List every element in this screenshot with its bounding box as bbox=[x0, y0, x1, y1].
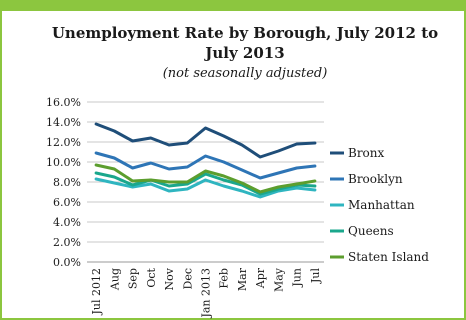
y-tick-label: 8.0% bbox=[53, 176, 81, 189]
chart-title-line2: July 2013 bbox=[205, 44, 285, 62]
x-tick-label: Oct bbox=[145, 267, 158, 287]
y-tick-label: 12.0% bbox=[46, 136, 81, 149]
series-line bbox=[94, 163, 317, 194]
top-accent-bar bbox=[0, 0, 466, 11]
y-tick-label: 10.0% bbox=[46, 156, 81, 169]
x-tick-label: Aug bbox=[108, 268, 121, 291]
chart-subtitle: (not seasonally adjusted) bbox=[162, 66, 328, 81]
x-tick-label: May bbox=[272, 267, 285, 292]
y-tick-label: 16.0% bbox=[46, 96, 81, 109]
y-tick-label: 4.0% bbox=[53, 216, 81, 229]
series-line bbox=[94, 171, 317, 196]
legend-label: Bronx bbox=[348, 146, 385, 160]
series-line bbox=[94, 177, 317, 199]
legend-label: Brooklyn bbox=[348, 172, 403, 186]
y-tick-label: 6.0% bbox=[53, 196, 81, 209]
x-tick-label: Nov bbox=[163, 267, 176, 290]
x-tick-label: Dec bbox=[181, 268, 194, 290]
x-tick-label: Apr bbox=[254, 267, 267, 289]
legend-label: Staten Island bbox=[348, 250, 429, 264]
y-tick-label: 2.0% bbox=[53, 236, 81, 249]
x-tick-label: Jul bbox=[309, 268, 322, 284]
x-tick-label: Feb bbox=[218, 268, 231, 289]
series-line bbox=[94, 151, 317, 180]
y-tick-label: 14.0% bbox=[46, 116, 81, 129]
x-tick-label: Jun bbox=[291, 268, 304, 288]
legend-label: Queens bbox=[348, 224, 394, 238]
x-tick-label: Jul 2012 bbox=[90, 268, 103, 316]
legend-label: Manhattan bbox=[348, 198, 415, 212]
chart-title-line1: Unemployment Rate by Borough, July 2012 … bbox=[51, 24, 439, 42]
x-tick-label: Sep bbox=[127, 268, 140, 289]
series-line bbox=[94, 122, 317, 159]
x-tick-label: Mar bbox=[236, 267, 249, 291]
y-tick-label: 0.0% bbox=[53, 256, 81, 269]
chart-title: Unemployment Rate by Borough, July 2012 … bbox=[40, 23, 450, 63]
x-tick-label: Jan 2013 bbox=[200, 268, 213, 319]
